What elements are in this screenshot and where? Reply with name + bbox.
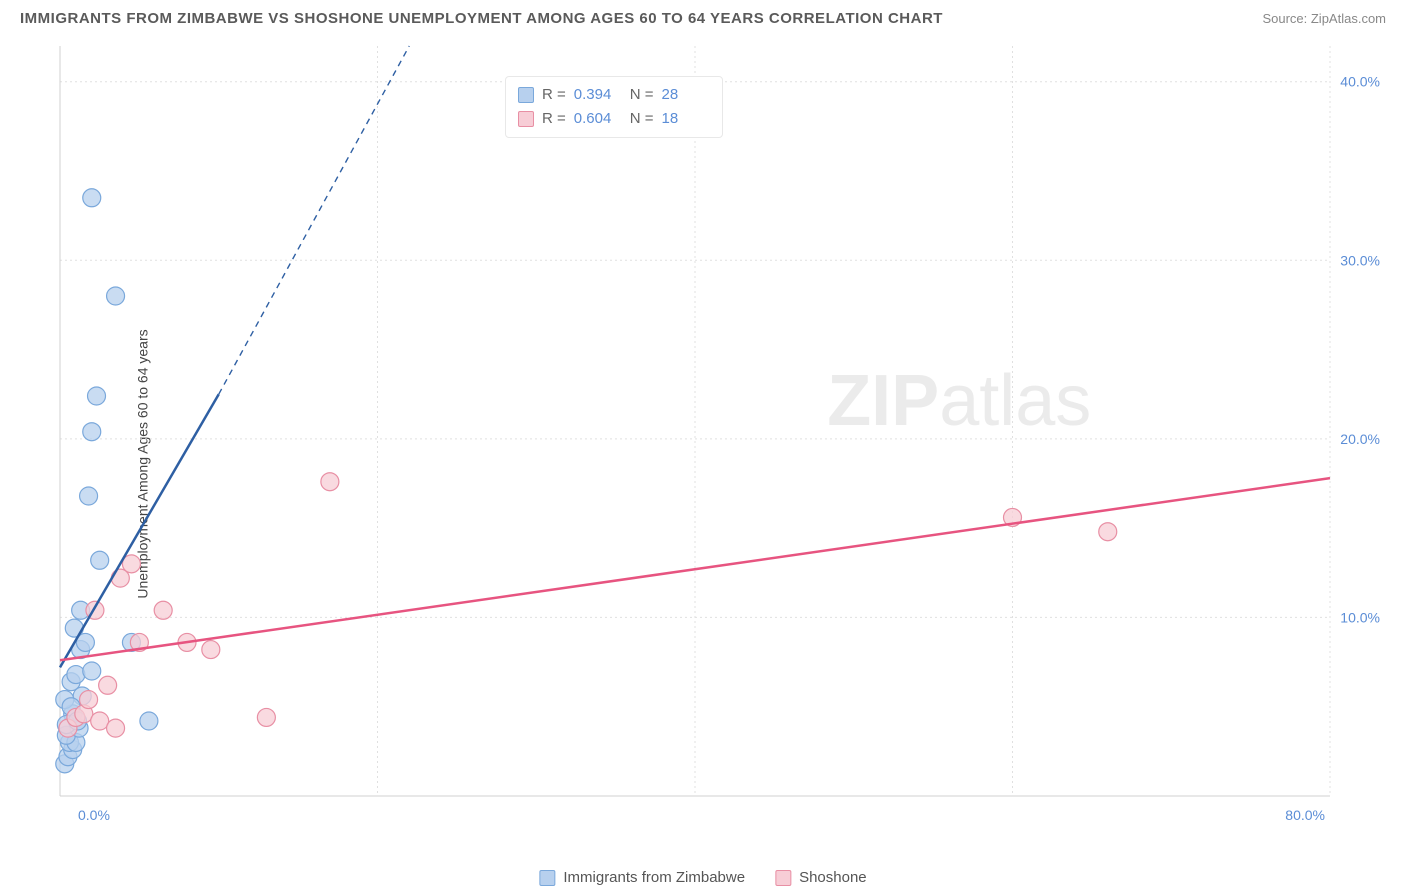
source-label: Source: ZipAtlas.com <box>1262 11 1386 26</box>
data-point <box>88 387 106 405</box>
stat-n-label: N = <box>630 83 654 107</box>
data-point <box>91 551 109 569</box>
legend-item: Immigrants from Zimbabwe <box>539 869 745 886</box>
legend-swatch <box>539 870 555 886</box>
watermark: ZIPatlas <box>827 361 1091 441</box>
data-point <box>83 189 101 207</box>
data-point <box>321 473 339 491</box>
data-point <box>91 712 109 730</box>
y-tick-label: 10.0% <box>1340 609 1380 625</box>
stat-n-label: N = <box>630 107 654 131</box>
data-point <box>154 601 172 619</box>
stat-r-value: 0.394 <box>574 83 622 107</box>
stat-r-label: R = <box>542 107 566 131</box>
stat-n-value: 28 <box>662 83 710 107</box>
legend-swatch <box>775 870 791 886</box>
data-point <box>83 423 101 441</box>
legend-item: Shoshone <box>775 869 867 886</box>
stats-row: R = 0.604 N = 18 <box>518 107 710 131</box>
series-swatch <box>518 87 534 103</box>
data-point <box>83 662 101 680</box>
data-point <box>107 287 125 305</box>
y-tick-label: 20.0% <box>1340 431 1380 447</box>
legend-label: Shoshone <box>799 869 867 886</box>
legend-label: Immigrants from Zimbabwe <box>563 869 745 886</box>
data-point <box>67 666 85 684</box>
header: IMMIGRANTS FROM ZIMBABWE VS SHOSHONE UNE… <box>0 0 1406 27</box>
data-point <box>202 641 220 659</box>
data-point <box>107 719 125 737</box>
stat-n-value: 18 <box>662 107 710 131</box>
chart-container: Unemployment Among Ages 60 to 64 years Z… <box>0 36 1406 892</box>
stats-legend-box: R = 0.394 N = 28 R = 0.604 N = 18 <box>505 76 723 138</box>
series-legend: Immigrants from Zimbabwe Shoshone <box>539 869 866 886</box>
y-tick-label: 40.0% <box>1340 74 1380 90</box>
data-point <box>80 691 98 709</box>
series-swatch <box>518 111 534 127</box>
stat-r-value: 0.604 <box>574 107 622 131</box>
data-point <box>99 676 117 694</box>
scatter-plot: ZIPatlas 10.0% 20.0% 30.0% 40.0% 0.0% 80.0% <box>50 36 1390 846</box>
stats-row: R = 0.394 N = 28 <box>518 83 710 107</box>
data-point <box>257 708 275 726</box>
data-point <box>80 487 98 505</box>
trend-line-extrap <box>219 46 410 394</box>
x-tick-label: 0.0% <box>78 807 110 823</box>
stat-r-label: R = <box>542 83 566 107</box>
y-tick-label: 30.0% <box>1340 252 1380 268</box>
data-point <box>1099 523 1117 541</box>
page-title: IMMIGRANTS FROM ZIMBABWE VS SHOSHONE UNE… <box>20 10 943 27</box>
data-point <box>140 712 158 730</box>
x-tick-label: 80.0% <box>1285 807 1325 823</box>
